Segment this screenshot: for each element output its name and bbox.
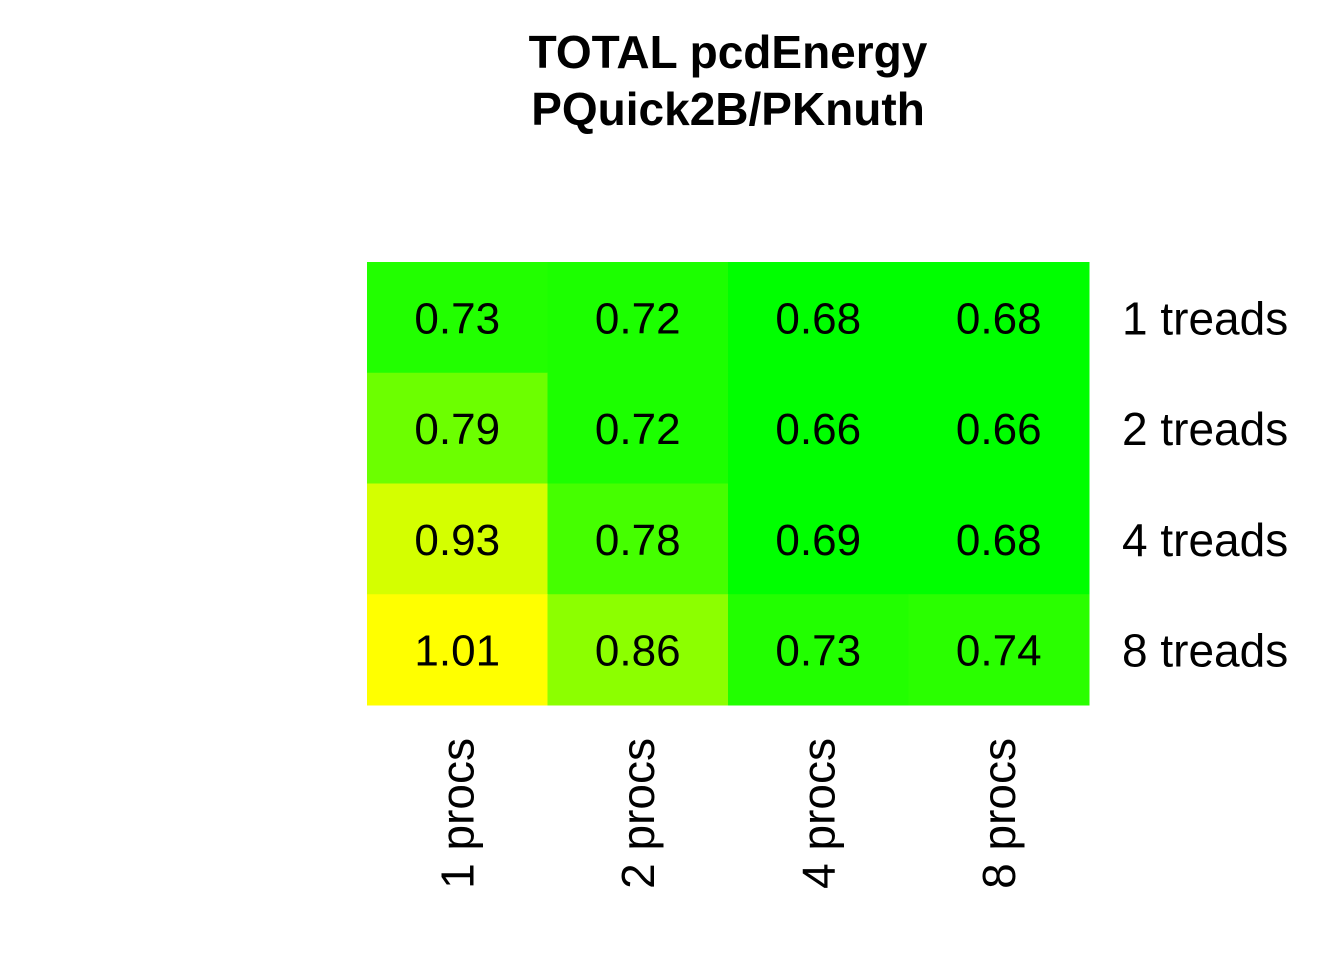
heatmap-cell bbox=[728, 262, 909, 374]
cell-value-label: 0.68 bbox=[956, 516, 1042, 565]
cell-value-label: 0.73 bbox=[775, 627, 861, 676]
cell-value-label: 1.01 bbox=[414, 627, 500, 676]
column-label: 2 procs bbox=[612, 738, 664, 889]
heatmap-cells bbox=[367, 262, 1090, 706]
chart-title-line-2: PQuick2B/PKnuth bbox=[531, 83, 925, 135]
heatmap-cell bbox=[728, 372, 909, 484]
cell-value-label: 0.72 bbox=[595, 294, 681, 343]
heatmap-cell bbox=[547, 372, 729, 484]
cell-value-label: 0.72 bbox=[595, 405, 681, 454]
heatmap-cell bbox=[908, 594, 1090, 706]
heatmap-cell bbox=[547, 262, 729, 374]
cell-value-label: 0.93 bbox=[414, 516, 500, 565]
cell-value-label: 0.68 bbox=[775, 294, 861, 343]
column-labels: 1 procs 2 procs 4 procs 8 procs bbox=[431, 738, 1025, 889]
column-label: 4 procs bbox=[792, 738, 844, 889]
cell-value-label: 0.66 bbox=[956, 405, 1042, 454]
heatmap-cell bbox=[367, 372, 548, 484]
heatmap-cell bbox=[367, 594, 548, 706]
heatmap-cell bbox=[547, 483, 729, 595]
chart-title-line-1: TOTAL pcdEnergy bbox=[529, 26, 928, 78]
column-label: 1 procs bbox=[431, 738, 483, 889]
cell-value-label: 0.78 bbox=[595, 516, 681, 565]
heatmap-cell bbox=[908, 372, 1090, 484]
row-label: 8 treads bbox=[1122, 625, 1288, 677]
cell-value-label: 0.73 bbox=[414, 294, 500, 343]
row-label: 2 treads bbox=[1122, 403, 1288, 455]
row-label: 1 treads bbox=[1122, 292, 1288, 344]
cell-value-label: 0.74 bbox=[956, 627, 1042, 676]
row-label: 4 treads bbox=[1122, 514, 1288, 566]
heatmap-cell bbox=[728, 594, 909, 706]
cell-value-label: 0.66 bbox=[775, 405, 861, 454]
row-labels: 1 treads 2 treads 4 treads 8 treads bbox=[1122, 292, 1288, 676]
cell-value-label: 0.68 bbox=[956, 294, 1042, 343]
column-label: 8 procs bbox=[973, 738, 1025, 889]
cell-value-label: 0.69 bbox=[775, 516, 861, 565]
heatmap-cell bbox=[367, 262, 548, 374]
heatmap-cell-labels: 0.73 0.72 0.68 0.68 0.79 0.72 0.66 0.66 0.93 0.78… bbox=[414, 294, 1041, 675]
heatmap-cell bbox=[908, 483, 1090, 595]
heatmap-cell bbox=[547, 594, 729, 706]
heatmap-cell bbox=[728, 483, 909, 595]
cell-value-label: 0.79 bbox=[414, 405, 500, 454]
cell-value-label: 0.86 bbox=[595, 627, 681, 676]
heatmap-cell bbox=[367, 483, 548, 595]
heatmap-cell bbox=[908, 262, 1090, 374]
